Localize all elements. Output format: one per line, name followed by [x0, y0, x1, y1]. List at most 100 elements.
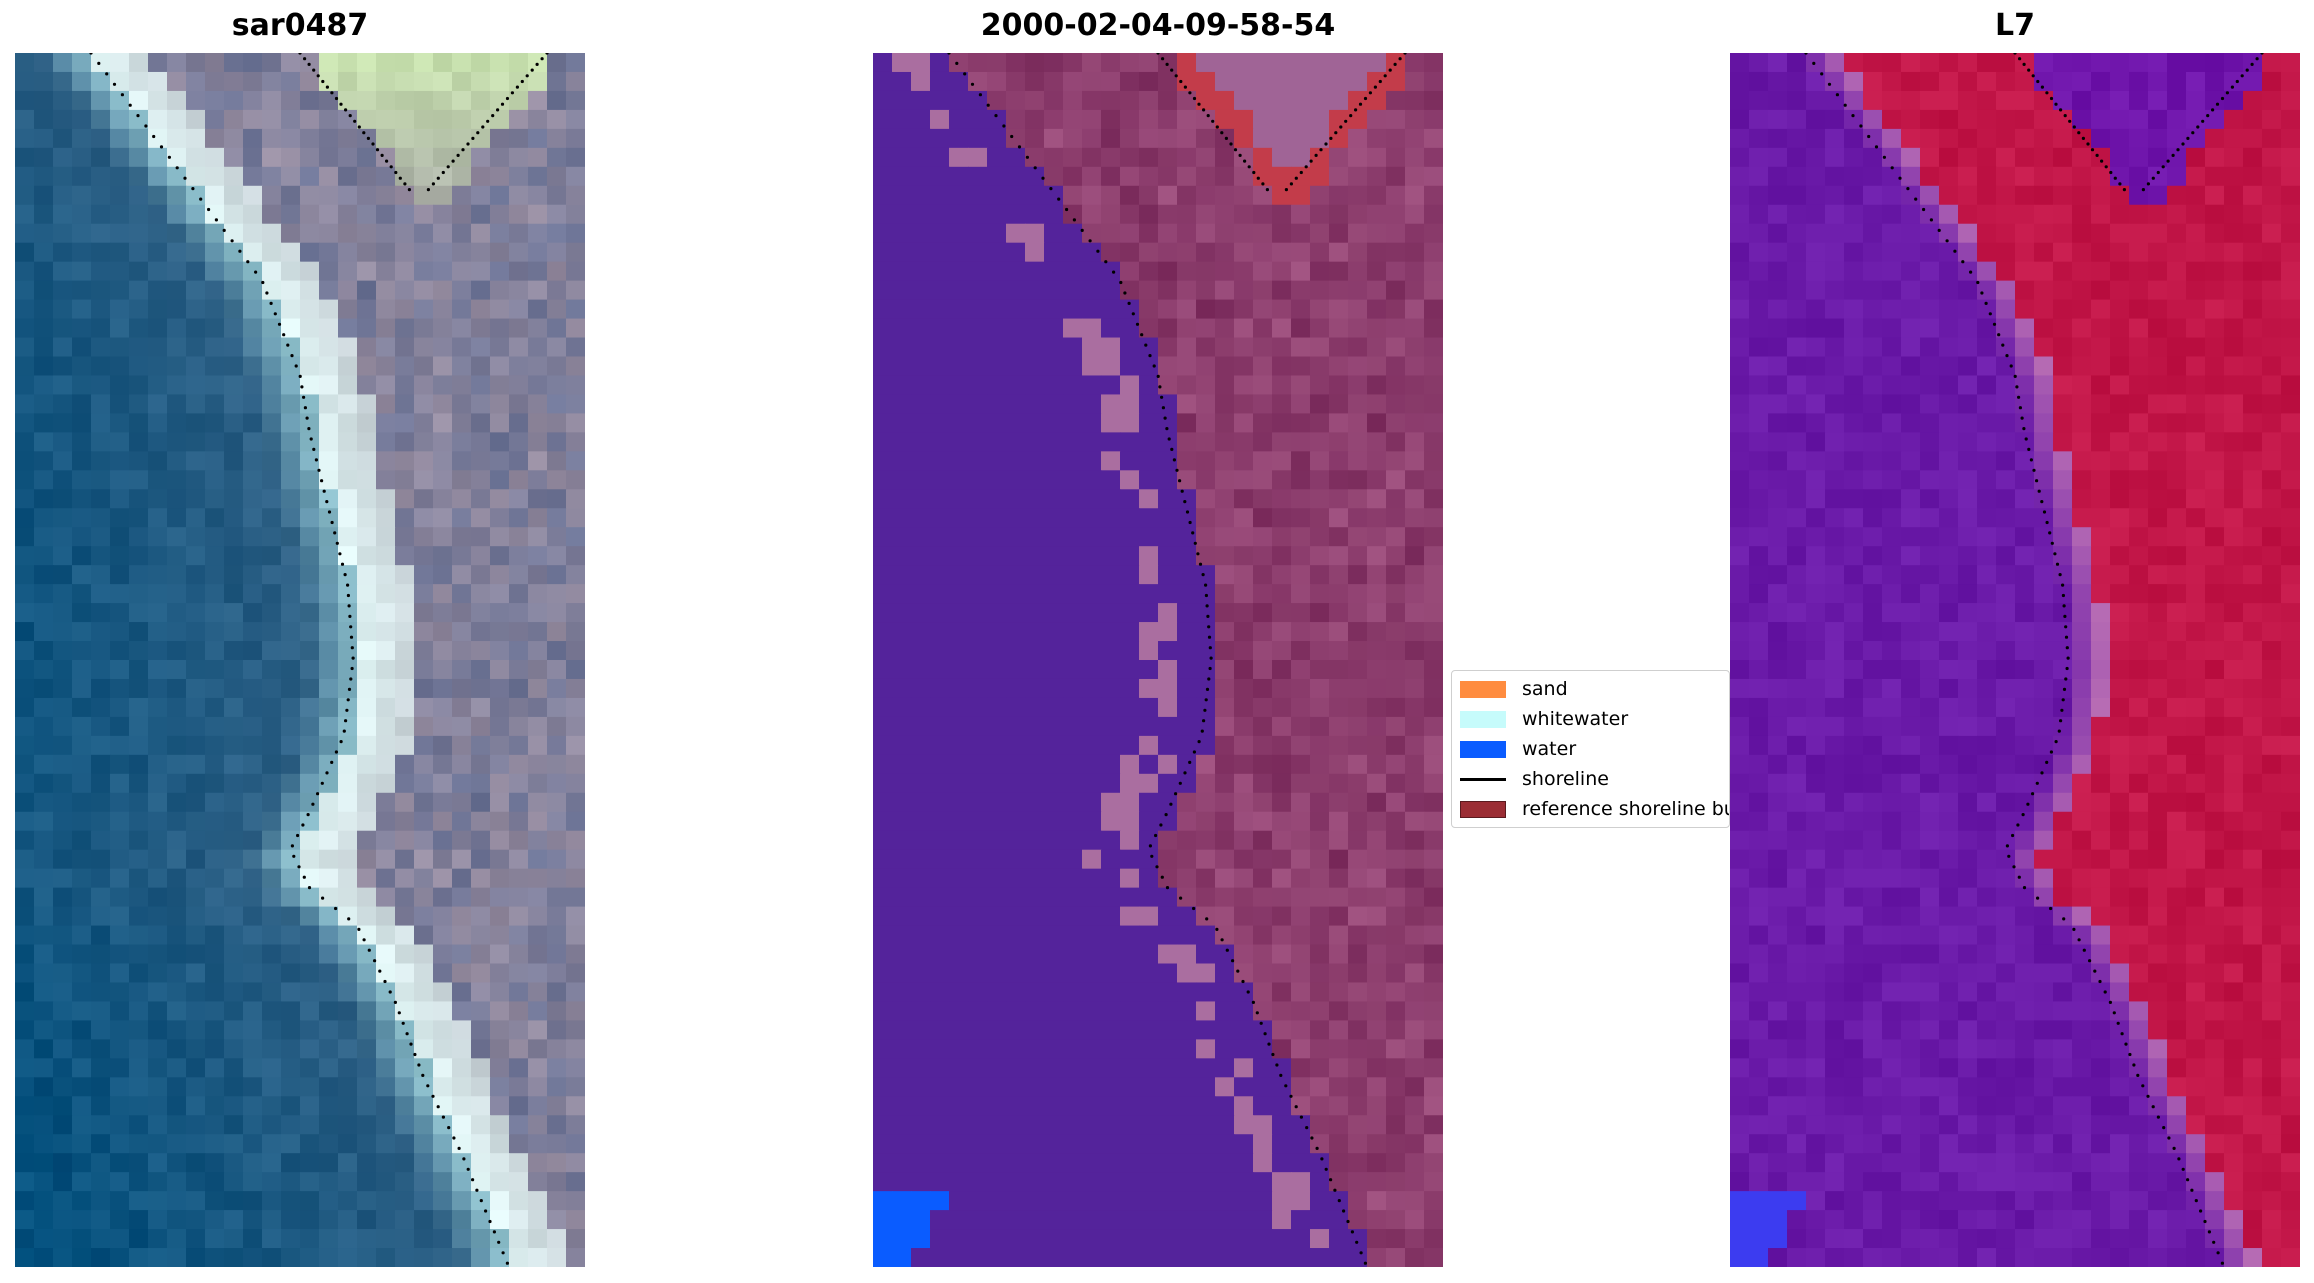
rgb-pixel: [452, 223, 472, 244]
rgb-pixel: [414, 906, 434, 927]
classified-pixel: [1082, 735, 1102, 756]
shoreline-dot: [488, 1219, 492, 1224]
rgb-pixel: [34, 603, 54, 623]
rgb-pixel: [110, 1248, 130, 1267]
classified-pixel: [1063, 147, 1083, 168]
shoreline-dot: [320, 781, 324, 785]
classified-pixel: [1310, 773, 1330, 794]
rgb-pixel: [262, 318, 282, 339]
classified-pixel: [1196, 906, 1216, 927]
rgb-pixel: [262, 1248, 282, 1267]
classified-pixel: [1063, 792, 1083, 813]
classified-pixel: [1006, 318, 1026, 339]
classified-pixel: [1405, 546, 1425, 566]
classified-pixel: [1386, 1039, 1406, 1059]
mndwi-pixel: [1920, 223, 1940, 244]
shoreline-dot: [431, 1094, 435, 1098]
classified-pixel: [1139, 147, 1159, 168]
rgb-pixel: [357, 432, 377, 452]
classified-pixel: [1348, 318, 1368, 339]
mndwi-pixel: [2262, 242, 2282, 263]
classified-pixel: [1044, 887, 1064, 908]
rgb-pixel: [376, 1248, 396, 1267]
classified-pixel: [1025, 792, 1045, 813]
rgb-pixel: [509, 830, 529, 851]
classified-pixel: [911, 71, 931, 92]
mndwi-pixel: [1844, 470, 1864, 490]
shoreline-dot: [335, 541, 339, 545]
rgb-pixel: [167, 185, 187, 206]
classified-pixel: [1272, 1058, 1292, 1078]
classified-pixel: [949, 944, 969, 965]
rgb-pixel: [91, 53, 111, 73]
shoreline-dot: [1247, 165, 1251, 169]
classified-pixel: [1310, 565, 1330, 585]
classified-pixel: [930, 773, 950, 794]
classified-pixel: [1025, 641, 1045, 661]
classified-pixel: [949, 1077, 969, 1097]
rgb-pixel: [509, 90, 529, 111]
rgb-pixel: [319, 128, 339, 149]
rgb-pixel: [281, 887, 301, 908]
shoreline-dot: [136, 114, 140, 118]
rgb-pixel: [319, 622, 339, 642]
rgb-pixel: [110, 1039, 130, 1059]
rgb-pixel: [528, 337, 548, 358]
classified-pixel: [1348, 204, 1368, 225]
mndwi-pixel: [2110, 375, 2130, 396]
classified-pixel: [873, 735, 893, 756]
classified-pixel: [1044, 754, 1064, 775]
classified-pixel: [1158, 1191, 1178, 1211]
rgb-pixel: [300, 53, 320, 73]
mndwi-pixel: [2148, 53, 2168, 73]
shoreline-dot: [441, 170, 445, 175]
rgb-pixel: [53, 1191, 73, 1211]
rgb-pixel: [15, 1229, 35, 1249]
rgb-pixel: [433, 1096, 453, 1116]
classified-pixel: [1272, 830, 1292, 851]
rgb-pixel: [205, 1020, 225, 1040]
classified-pixel: [930, 792, 950, 813]
classified-pixel: [1234, 508, 1254, 528]
mndwi-pixel: [2186, 394, 2206, 415]
rgb-pixel: [53, 299, 73, 320]
rgb-pixel: [566, 584, 585, 604]
rgb-pixel: [243, 356, 263, 377]
classified-pixel: [968, 697, 988, 718]
classified-pixel: [1234, 1248, 1254, 1267]
classified-pixel: [1253, 735, 1273, 756]
rgb-pixel: [547, 280, 567, 301]
shoreline-dot: [1096, 249, 1100, 253]
rgb-pixel: [528, 963, 548, 984]
mndwi-pixel: [1977, 128, 1997, 149]
rgb-pixel: [414, 1020, 434, 1040]
rgb-pixel: [72, 735, 92, 756]
classified-pixel: [1405, 849, 1425, 870]
rgb-pixel: [110, 318, 130, 339]
rgb-pixel: [262, 944, 282, 965]
rgb-pixel: [262, 641, 282, 661]
rgb-pixel: [547, 185, 567, 206]
rgb-pixel: [53, 546, 73, 566]
classified-pixel: [1329, 223, 1349, 244]
mndwi-pixel: [1730, 223, 1750, 244]
shoreline-dot: [298, 374, 302, 378]
rgb-pixel: [205, 508, 225, 528]
rgb-pixel: [224, 1172, 244, 1192]
rgb-pixel: [490, 735, 510, 756]
shoreline-dot: [330, 520, 334, 525]
mndwi-pixel: [2205, 489, 2225, 509]
mndwi-image: [1730, 53, 2300, 1267]
rgb-pixel: [281, 735, 301, 756]
classified-pixel: [892, 71, 912, 92]
shoreline-dot: [297, 865, 301, 869]
classified-pixel: [1139, 1115, 1159, 1135]
classified-pixel: [1196, 299, 1216, 320]
mndwi-pixel: [1787, 318, 1807, 339]
classified-pixel: [1310, 868, 1330, 889]
classified-pixel: [911, 982, 931, 1003]
classified-pixel: [1120, 394, 1140, 415]
classified-pixel: [1044, 697, 1064, 718]
rgb-pixel: [376, 280, 396, 301]
classified-pixel: [892, 944, 912, 965]
